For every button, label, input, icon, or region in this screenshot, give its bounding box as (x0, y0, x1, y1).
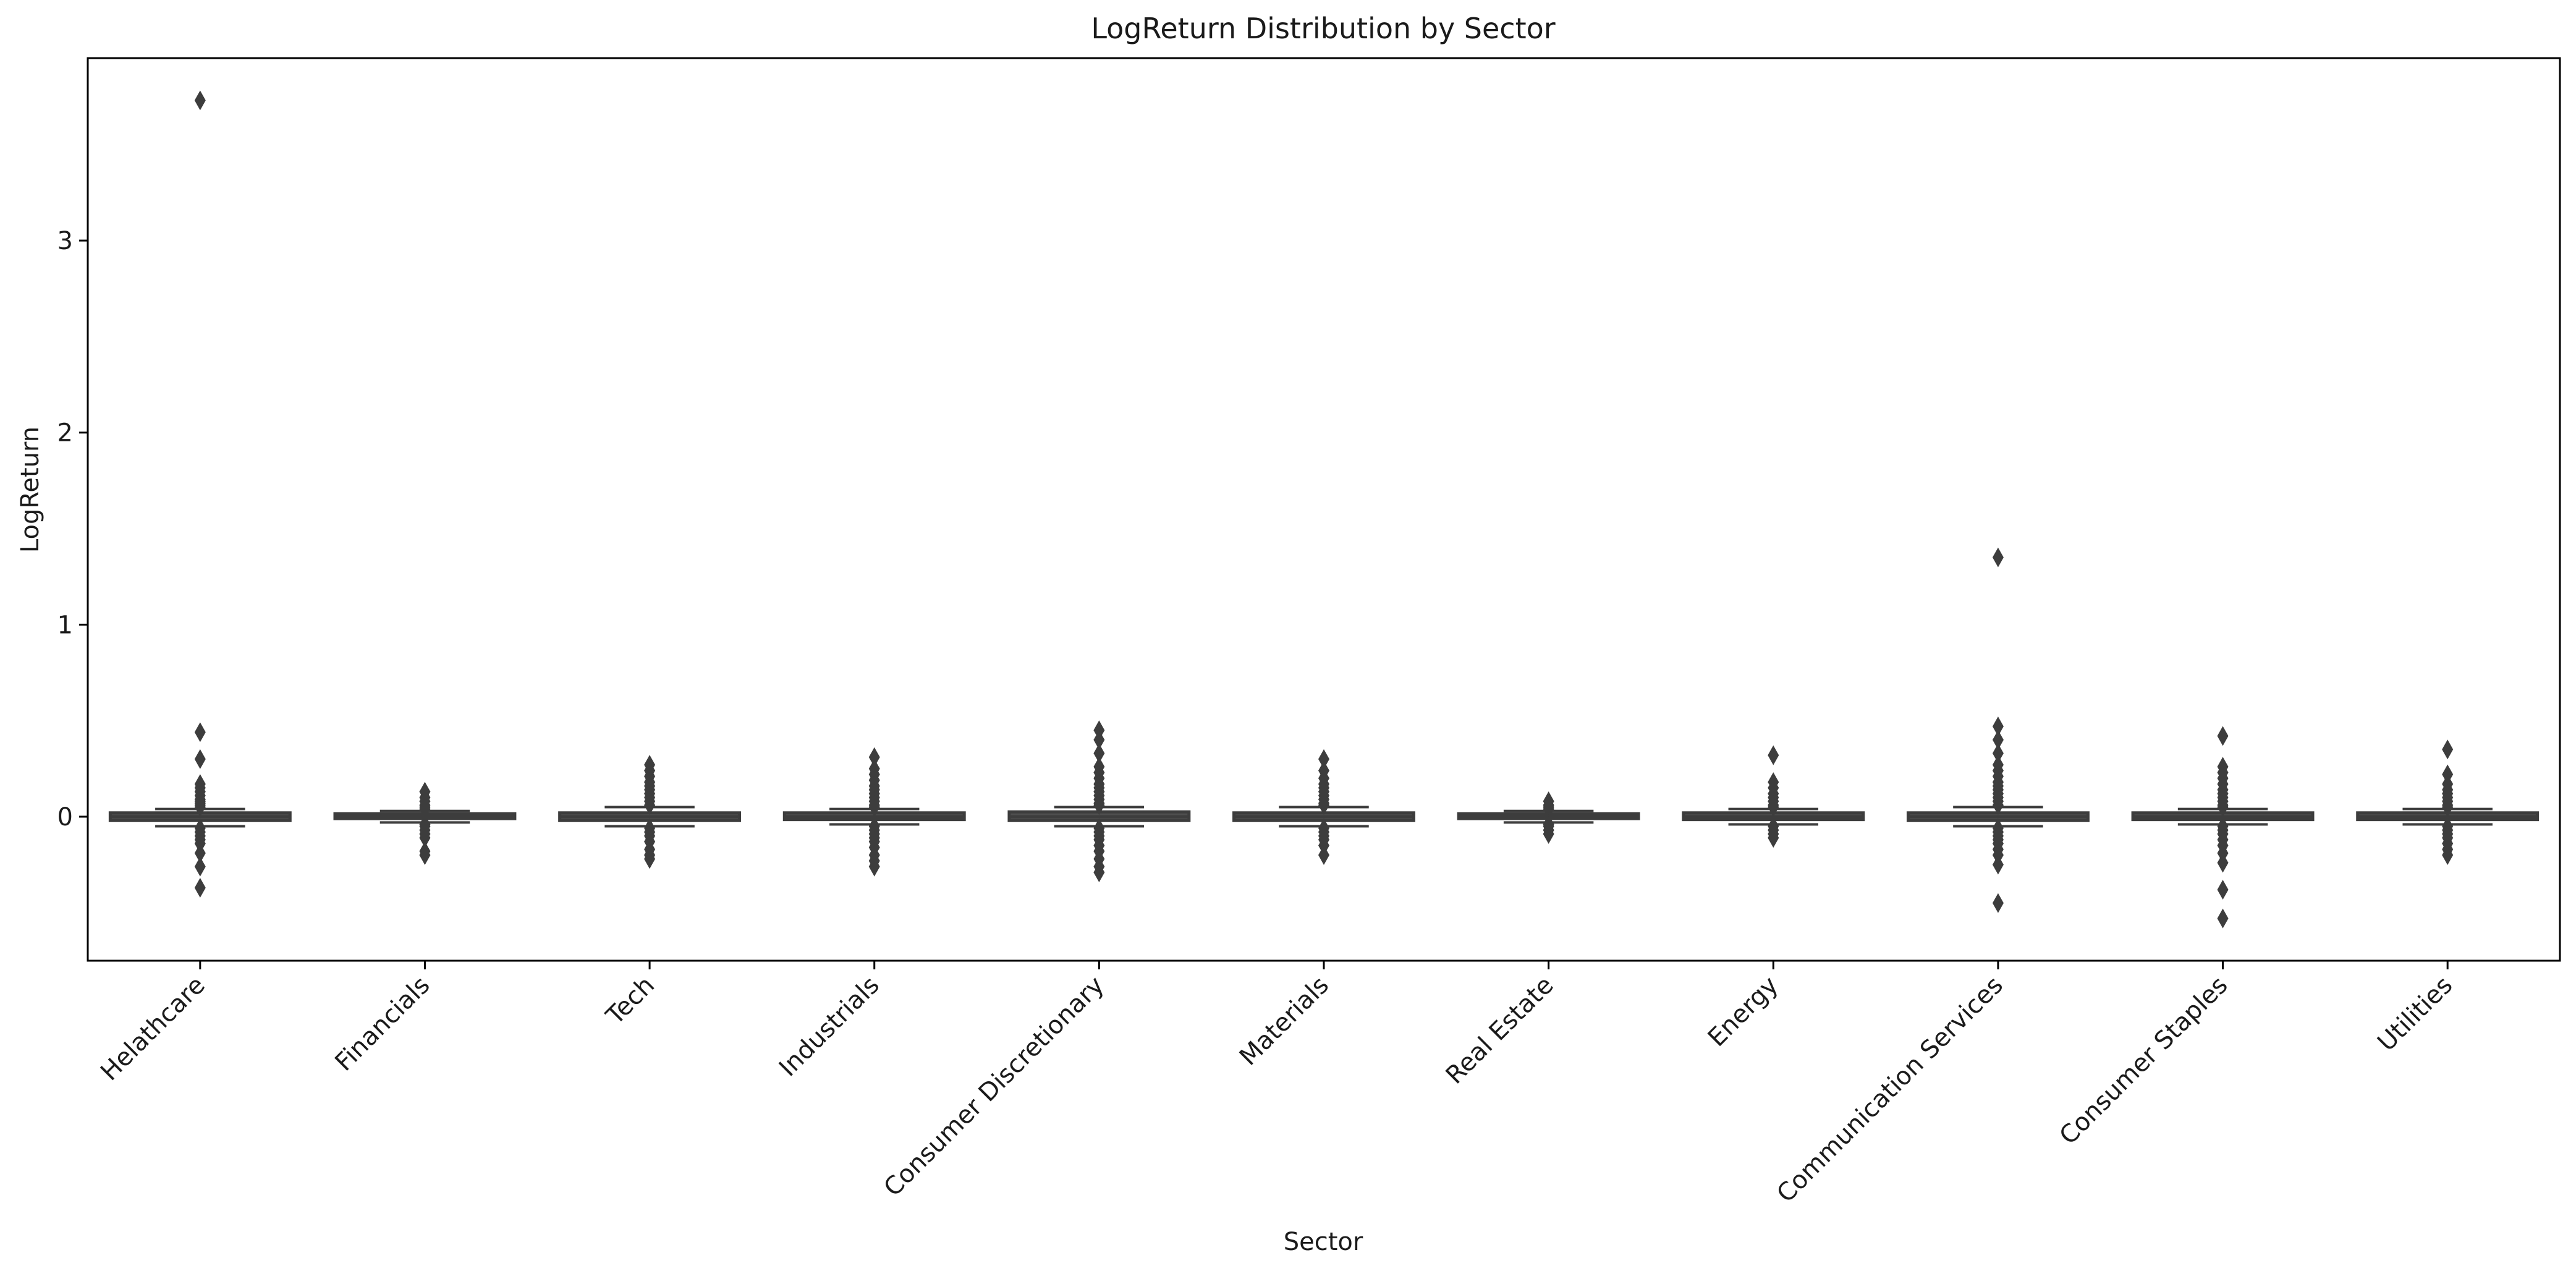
outlier-point (194, 797, 206, 817)
outlier-point (194, 749, 206, 769)
outlier-point (1992, 547, 2004, 568)
outlier-point (1093, 743, 1105, 763)
outlier-point (1543, 799, 1554, 819)
box-group (558, 755, 742, 869)
y-tick-label: 2 (57, 419, 73, 448)
outlier-point (2442, 845, 2454, 866)
outlier-point (644, 849, 656, 869)
outlier-point (419, 828, 431, 848)
outlier-point (1093, 729, 1105, 750)
outlier-point (2217, 797, 2229, 817)
outlier-point (1543, 823, 1554, 844)
outlier-point (2217, 853, 2229, 873)
outlier-point (1318, 795, 1329, 815)
y-axis-label: LogReturn (16, 427, 44, 553)
outlier-point (1992, 795, 2004, 815)
outlier-point (419, 845, 431, 866)
outlier-point (194, 843, 206, 864)
outlier-point (2217, 880, 2229, 900)
outlier-point (2442, 739, 2454, 760)
outlier-point (194, 856, 206, 877)
outlier-point (2442, 797, 2454, 817)
y-tick-label: 1 (57, 611, 73, 639)
outlier-point (1768, 745, 1779, 765)
outlier-point (644, 795, 656, 815)
outlier-point (2217, 726, 2229, 746)
box-group (2356, 739, 2540, 866)
plot-area (108, 90, 2540, 929)
box-group (1457, 791, 1640, 844)
outlier-point (868, 747, 880, 767)
chart-title: LogReturn Distribution by Sector (1091, 12, 1555, 45)
outlier-point (1992, 854, 2004, 875)
outlier-point (2217, 908, 2229, 929)
outlier-point (1992, 729, 2004, 750)
outlier-point (1992, 743, 2004, 763)
box-group (1906, 547, 2090, 913)
box-group (2131, 726, 2315, 929)
box-group (1682, 745, 1865, 848)
outlier-point (1318, 749, 1329, 769)
box-group (333, 781, 517, 866)
x-axis-label: Sector (1284, 1228, 1363, 1256)
y-axis: 0 1 2 3 (57, 227, 88, 832)
box-group (782, 747, 966, 877)
outlier-point (194, 90, 206, 111)
outlier-point (1992, 717, 2004, 737)
outlier-point (1093, 862, 1105, 883)
outlier-point (1768, 797, 1779, 817)
outlier-point (194, 722, 206, 742)
box-group (1007, 720, 1191, 883)
outlier-point (1768, 828, 1779, 848)
box-group (1232, 749, 1415, 866)
outlier-point (1093, 795, 1105, 815)
y-tick-label: 3 (57, 227, 73, 255)
outlier-point (1318, 845, 1329, 866)
outlier-point (868, 797, 880, 817)
box-group (108, 90, 292, 898)
outlier-point (868, 856, 880, 877)
outlier-point (419, 799, 431, 819)
outlier-point (194, 877, 206, 898)
y-tick-label: 0 (57, 803, 73, 832)
outlier-point (1992, 893, 2004, 913)
